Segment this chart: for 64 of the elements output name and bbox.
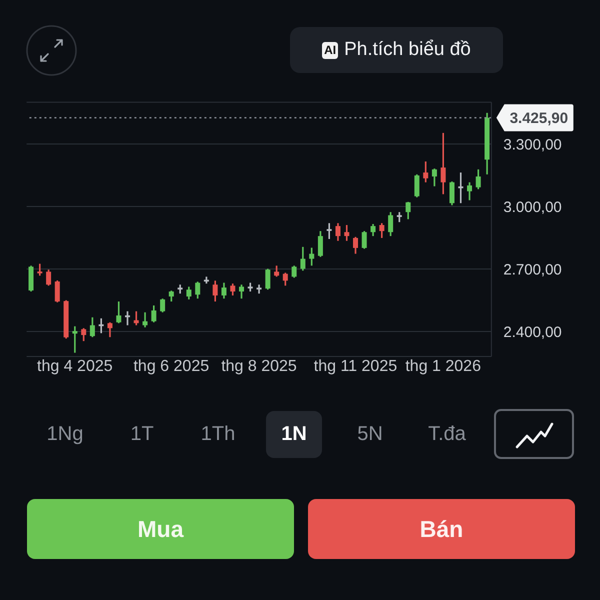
candlestick xyxy=(396,211,402,223)
candlestick xyxy=(335,222,340,242)
candlestick xyxy=(72,325,78,354)
candlestick xyxy=(370,223,376,237)
candlestick xyxy=(212,280,218,302)
candlestick xyxy=(449,180,454,206)
candlestick xyxy=(318,230,323,258)
candlestick xyxy=(388,211,394,237)
candlestick xyxy=(28,264,34,292)
text: Mua xyxy=(138,516,184,542)
candlestick xyxy=(134,310,139,326)
candlestick xyxy=(37,262,42,276)
candlestick xyxy=(379,222,384,239)
text: 1T xyxy=(130,423,154,446)
candlestick xyxy=(476,168,481,190)
y-tick-label: 2.700,00 xyxy=(503,261,562,278)
candlestick xyxy=(344,224,350,242)
text: Bán xyxy=(420,516,464,542)
x-tick-label: thg 11 2025 xyxy=(314,358,398,375)
candlestick xyxy=(414,174,420,198)
candlestick xyxy=(292,264,297,279)
candlestick xyxy=(467,182,472,202)
candlestick xyxy=(274,264,280,278)
candlestick xyxy=(432,168,437,188)
ref-line-label: 3.425,90 xyxy=(510,110,568,127)
candlestick xyxy=(406,201,411,220)
y-tick-label: 2.400,00 xyxy=(503,324,562,341)
candlestick xyxy=(309,246,314,266)
text: 5N xyxy=(357,423,383,446)
text: 1Th xyxy=(200,423,236,446)
candlestick xyxy=(186,286,192,300)
candlestick xyxy=(46,268,52,286)
candlestick xyxy=(353,236,358,255)
candlestick xyxy=(168,290,174,302)
candlestick xyxy=(116,300,122,324)
candlestick xyxy=(90,316,95,338)
candlestick xyxy=(107,322,112,338)
candlestick xyxy=(239,284,244,300)
candlestick xyxy=(300,246,306,272)
candlestick xyxy=(151,304,156,324)
y-tick-label: 3.300,00 xyxy=(503,136,562,154)
candlestick xyxy=(423,160,428,184)
text: T.đa xyxy=(428,423,466,446)
candlestick xyxy=(326,222,332,240)
candlestick xyxy=(230,282,236,296)
candlestick xyxy=(195,280,200,300)
candlestick xyxy=(362,230,367,250)
candlestick xyxy=(221,282,226,300)
candlestick xyxy=(54,280,60,304)
text: Ph.tích biểu đồ xyxy=(344,39,471,61)
text: AI xyxy=(322,42,338,58)
y-tick-label: 3.000,00 xyxy=(503,198,562,216)
candlestick xyxy=(440,132,446,195)
x-tick-label: thg 8 2025 xyxy=(221,358,297,375)
candlestick xyxy=(256,284,262,294)
x-tick-label: thg 6 2025 xyxy=(133,358,210,375)
x-tick-label: thg 4 2025 xyxy=(37,358,113,375)
candlestick xyxy=(160,298,166,314)
text: 1Ng xyxy=(46,423,84,446)
x-tick-label: thg 1 2026 xyxy=(405,358,482,375)
candlestick xyxy=(81,327,86,342)
text: 1N xyxy=(281,423,307,446)
candlestick xyxy=(282,272,288,286)
candlestick xyxy=(265,268,270,290)
